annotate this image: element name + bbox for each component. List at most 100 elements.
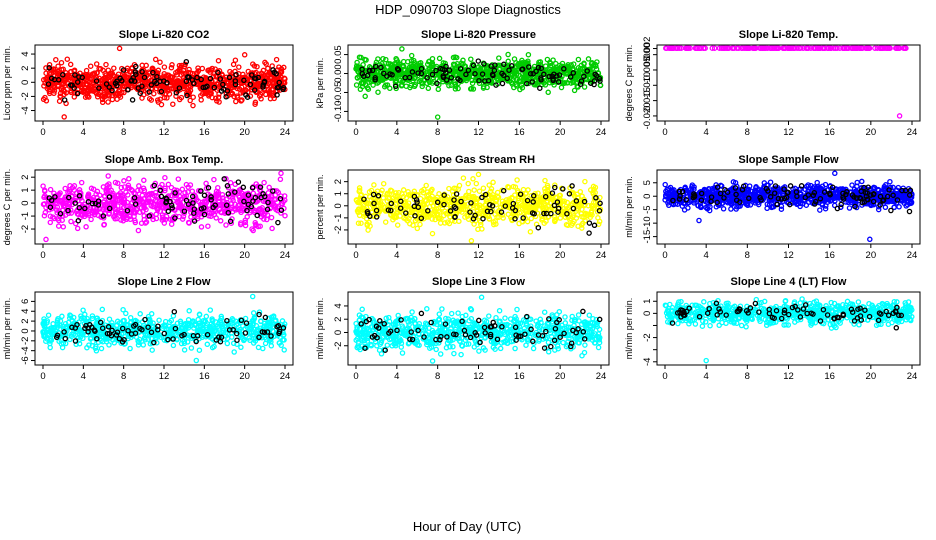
y-tick-label: 0.002 — [642, 37, 653, 61]
data-point — [183, 58, 190, 65]
data-point — [100, 184, 107, 190]
data-point — [58, 66, 65, 73]
data-point — [60, 72, 66, 78]
data-point — [232, 57, 239, 63]
data-point — [469, 77, 475, 84]
x-axis: 0 4 8 12 16 20 24 — [353, 121, 606, 138]
data-point — [586, 230, 592, 236]
scatter-points — [40, 45, 288, 120]
data-point — [201, 192, 208, 199]
data-point — [203, 180, 209, 187]
data-point — [470, 176, 476, 182]
data-point — [525, 51, 532, 58]
data-point — [360, 80, 367, 86]
panel-title: Slope Li-820 Pressure — [421, 29, 536, 41]
x-tick-label: 16 — [514, 250, 525, 261]
y-tick-label: -1 — [20, 212, 31, 220]
data-point — [180, 70, 186, 77]
data-point — [54, 204, 61, 210]
data-point — [720, 206, 727, 212]
data-point — [261, 216, 267, 222]
data-point — [46, 90, 53, 97]
data-point — [206, 67, 212, 73]
data-point — [446, 82, 452, 89]
data-point — [575, 56, 582, 63]
data-point — [233, 71, 239, 78]
data-point — [194, 74, 200, 81]
y-tick-label: 4 — [20, 51, 31, 56]
data-point — [468, 238, 475, 244]
x-tick-label: 16 — [824, 127, 835, 138]
scatter-points — [353, 171, 604, 244]
data-point — [429, 230, 436, 237]
data-point — [229, 208, 236, 215]
data-point — [510, 76, 516, 83]
data-point — [112, 80, 119, 87]
data-point — [277, 176, 284, 183]
y-axis-label: kPa per min. — [315, 58, 325, 109]
panel-slope-li-820-pressure: Slope Li-820 Pressure kPa per min. 0 4 8 12 16… — [315, 29, 610, 138]
data-point — [685, 205, 691, 211]
data-point — [581, 84, 588, 90]
data-point — [462, 214, 468, 220]
data-point — [593, 66, 600, 72]
data-point — [60, 87, 67, 93]
data-point — [457, 65, 464, 72]
data-point — [550, 57, 556, 63]
data-point — [471, 187, 477, 193]
data-point — [587, 214, 594, 221]
data-point — [365, 227, 371, 233]
data-point — [386, 194, 392, 201]
data-point — [143, 62, 149, 69]
data-point — [240, 184, 247, 191]
x-tick-label: 12 — [473, 127, 484, 138]
data-point — [238, 84, 245, 90]
scatter-points — [353, 46, 604, 120]
data-point — [86, 94, 92, 100]
data-point — [234, 93, 240, 99]
data-point — [68, 218, 74, 225]
data-point — [547, 68, 553, 75]
data-point — [111, 65, 117, 71]
data-point — [164, 95, 170, 101]
data-point — [74, 90, 81, 97]
data-point — [178, 94, 185, 101]
data-point — [103, 81, 110, 87]
y-axis-label: percent per min. — [315, 174, 325, 239]
data-point — [512, 192, 518, 198]
x-tick-label: 4 — [81, 127, 86, 138]
data-point — [187, 87, 194, 94]
data-point — [43, 98, 50, 104]
data-point — [46, 65, 52, 71]
x-tick-label: 8 — [121, 127, 126, 138]
data-point — [389, 188, 395, 194]
data-point — [380, 195, 387, 201]
data-point — [219, 191, 226, 198]
data-point — [262, 59, 268, 66]
panel-slope-amb-box-temp: Slope Amb. Box Temp.degrees C per min.0 4… — [2, 154, 294, 261]
data-point — [60, 224, 67, 230]
data-point — [187, 97, 193, 104]
data-point — [589, 60, 595, 66]
x-axis: 0 4 8 12 16 20 24 — [662, 121, 917, 138]
data-point — [508, 71, 515, 78]
data-point — [99, 96, 106, 103]
data-point — [559, 60, 566, 67]
data-point — [175, 176, 182, 182]
data-point — [216, 99, 222, 105]
data-point — [278, 207, 285, 213]
data-point — [261, 79, 268, 86]
data-point — [468, 56, 474, 62]
data-point — [106, 84, 112, 90]
x-tick-label: 0 — [40, 127, 45, 138]
data-point — [153, 80, 160, 87]
data-point — [456, 218, 462, 225]
data-point — [269, 225, 275, 232]
data-point — [105, 173, 111, 179]
data-point — [146, 95, 153, 102]
data-point — [440, 60, 447, 66]
data-point — [190, 94, 196, 100]
data-point — [548, 210, 554, 217]
